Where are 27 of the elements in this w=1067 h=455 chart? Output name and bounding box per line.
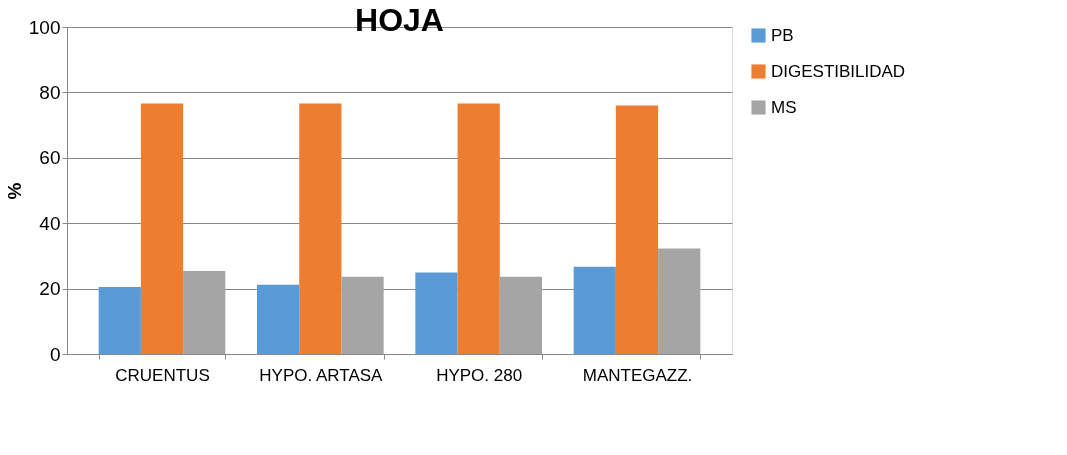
- bar: [415, 272, 458, 354]
- y-axis-title: %: [3, 182, 25, 200]
- bar: [98, 286, 141, 354]
- legend-label: PB: [771, 25, 794, 45]
- y-tick-label: 20: [39, 278, 61, 300]
- bar: [457, 103, 500, 354]
- bar: [573, 266, 616, 354]
- x-tick-label: CRUENTUS: [115, 365, 210, 385]
- x-tick-label: HYPO. ARTASA: [259, 365, 384, 385]
- y-tick-label: 100: [28, 16, 61, 38]
- x-tick-label: HYPO. 280: [436, 365, 523, 385]
- bar: [658, 248, 701, 354]
- y-tick-label: 0: [49, 343, 61, 365]
- legend-label: MS: [771, 97, 797, 117]
- y-tick-label: 60: [39, 147, 61, 169]
- bar: [499, 276, 542, 354]
- legend-label: DIGESTIBILIDAD: [771, 61, 906, 81]
- chart-title: HOJA: [355, 2, 444, 38]
- bar: [257, 284, 300, 354]
- y-tick-label: 40: [39, 212, 61, 234]
- bar: [183, 270, 226, 354]
- bar: [341, 276, 384, 354]
- y-tick-label: 80: [39, 81, 61, 103]
- bar: [140, 103, 184, 354]
- x-tick-label: MANTEGAZZ.: [582, 365, 693, 385]
- bar: [299, 103, 342, 354]
- bar: [615, 105, 659, 354]
